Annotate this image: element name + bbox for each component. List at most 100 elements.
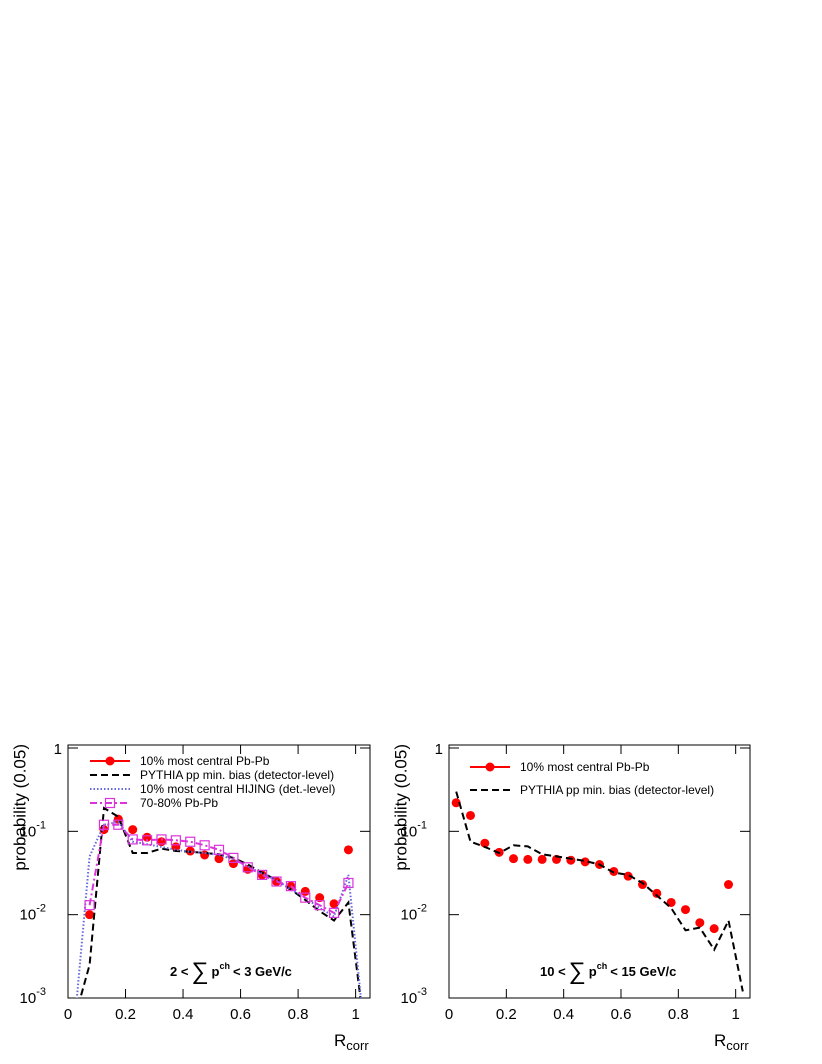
data-point [343, 877, 354, 889]
data-point [609, 866, 619, 876]
data-point [566, 855, 576, 865]
annotation: 2 < ∑ pch < 3 GeV/c [170, 958, 292, 985]
data-point [141, 835, 153, 846]
plot-area [451, 791, 744, 992]
data-point [623, 871, 633, 881]
data-point [127, 834, 138, 845]
data-point [185, 836, 196, 847]
annotation-part: < 15 GeV/c [610, 964, 676, 979]
annotation-part: p [589, 964, 597, 979]
data-point [681, 905, 690, 915]
data-point [343, 845, 353, 855]
x-axis-label-main: R [334, 1031, 346, 1050]
data-point [214, 854, 224, 864]
data-point [300, 892, 311, 903]
y-tick-label: 10-3 [20, 986, 46, 1007]
x-tick-label: 1 [731, 1006, 739, 1023]
x-axis-label: Rcorr [714, 1031, 749, 1053]
y-tick-label: 10-1 [20, 819, 46, 840]
data-point [537, 854, 547, 864]
data-point [213, 844, 225, 855]
legend-label: 10% most central Pb-Pb [140, 754, 270, 768]
series-line [75, 820, 362, 998]
y-tick-exponent: -3 [36, 986, 46, 998]
data-point [652, 888, 662, 898]
y-tick-label: 10-1 [401, 819, 427, 840]
y-tick-label: 10-2 [401, 903, 427, 924]
annotation-part: ∑ [569, 958, 586, 985]
y-tick-label: 10-2 [20, 903, 46, 924]
data-point [271, 876, 282, 887]
data-point [84, 900, 95, 911]
data-point [242, 862, 253, 873]
data-point [128, 825, 138, 835]
frame [448, 744, 751, 999]
y-tick-base: 10 [401, 823, 418, 840]
legend-marker [104, 797, 116, 809]
data-point [666, 897, 676, 907]
y-tick-base: 10 [401, 907, 418, 924]
data-point [451, 798, 461, 808]
y-tick-label: 1 [435, 741, 443, 758]
annotation-part: ∑ [191, 958, 208, 985]
y-tick-base: 10 [401, 990, 418, 1007]
y-axis-label: probability (0.05) [391, 744, 410, 871]
series-line [79, 806, 362, 998]
x-axis-label-sub: corr [726, 1038, 749, 1053]
x-tick-label: 0.8 [288, 1006, 309, 1023]
y-tick-exponent: -1 [36, 819, 46, 831]
x-tick-label: 0.2 [496, 1006, 517, 1023]
legend-label: PYTHIA pp min. bias (detector-level) [520, 783, 714, 797]
data-point [156, 834, 167, 845]
data-point [142, 832, 152, 842]
y-tick-label: 1 [54, 741, 62, 758]
annotation-part: p [212, 964, 220, 979]
data-point [695, 918, 705, 928]
data-point [199, 840, 210, 851]
data-point [257, 869, 268, 881]
y-tick-exponent: -1 [417, 819, 427, 831]
legend-marker [485, 762, 495, 772]
x-axis-label-main: R [714, 1031, 726, 1050]
y-tick-exponent: -2 [36, 903, 46, 915]
y-tick-base: 10 [20, 990, 37, 1007]
x-tick-label: 0.2 [115, 1006, 136, 1023]
x-tick-label: 1 [351, 1006, 359, 1023]
x-tick-label: 0.4 [553, 1006, 574, 1023]
x-tick-label: 0.6 [230, 1006, 251, 1023]
data-point [709, 924, 719, 934]
x-tick-label: 0.6 [611, 1006, 632, 1023]
x-tick-label: 0.8 [668, 1006, 689, 1023]
x-tick-label: 0 [445, 1006, 453, 1023]
data-point [315, 893, 325, 903]
legend-label: PYTHIA pp min. bias (detector-level) [140, 768, 334, 782]
plot-area [75, 806, 362, 998]
data-point [314, 900, 325, 911]
data-point [113, 819, 124, 830]
frame [67, 744, 371, 999]
x-axis-label-sub: corr [346, 1038, 369, 1053]
x-axis-label: Rcorr [334, 1031, 369, 1053]
annotation-part: 2 < [170, 964, 189, 979]
legend-marker [105, 756, 115, 766]
data-point [523, 854, 533, 864]
legend-label: 10% most central Pb-Pb [520, 760, 650, 774]
y-tick-base: 10 [20, 907, 37, 924]
annotation-part: 10 < [540, 964, 566, 979]
annotation-part: < 3 GeV/c [233, 964, 292, 979]
annotation: 10 < ∑ pch < 15 GeV/c [540, 958, 676, 985]
data-point [98, 819, 110, 830]
data-point [509, 854, 518, 864]
series-line [88, 823, 350, 915]
x-tick-label: 0 [64, 1006, 72, 1023]
legend-label: 10% most central HIJING (det.-level) [140, 782, 335, 796]
annotation-part: ch [220, 961, 231, 971]
annotation-part: ch [597, 961, 608, 971]
data-point [170, 835, 181, 846]
data-point [480, 838, 490, 848]
data-point [285, 881, 297, 892]
x-tick-label: 0.4 [173, 1006, 194, 1023]
